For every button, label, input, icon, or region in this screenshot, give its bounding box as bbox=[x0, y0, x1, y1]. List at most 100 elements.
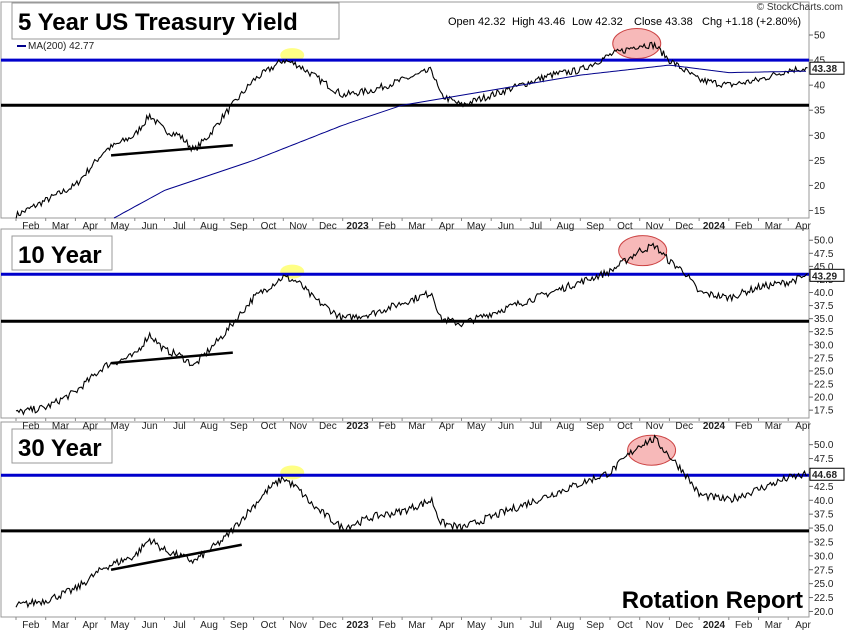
y-tick-label: 45.0 bbox=[814, 262, 834, 273]
x-tick-label: Jul bbox=[529, 620, 542, 631]
x-tick-label: May bbox=[467, 620, 486, 631]
y-tick-label: 30.0 bbox=[814, 551, 834, 562]
x-tick-label: Mar bbox=[408, 620, 426, 631]
x-tick-label: Oct bbox=[261, 221, 277, 232]
y-tick-label: 40 bbox=[814, 81, 826, 92]
x-tick-label: Feb bbox=[379, 620, 397, 631]
y-tick-label: 45 bbox=[814, 56, 826, 67]
x-tick-label: Jun bbox=[142, 620, 158, 631]
panel-frame bbox=[0, 228, 810, 419]
highlight-ellipse-yellow bbox=[280, 465, 305, 480]
y-tick-label: 25 bbox=[814, 156, 826, 167]
y-tick-label: 42.5 bbox=[814, 482, 834, 493]
ma-legend-label: MA(200) 42.77 bbox=[28, 41, 95, 52]
y-tick-label: 17.5 bbox=[814, 406, 834, 417]
x-tick-label: Apr bbox=[82, 620, 98, 631]
price-series-line bbox=[15, 242, 808, 416]
x-tick-label: 2024 bbox=[703, 421, 726, 432]
last-value-label: 43.38 bbox=[812, 64, 837, 75]
y-tick-label: 20.0 bbox=[814, 393, 834, 404]
x-tick-label: Jun bbox=[498, 221, 514, 232]
highlight-ellipse-yellow bbox=[280, 48, 305, 63]
x-tick-label: Feb bbox=[735, 221, 753, 232]
y-tick-label: 37.5 bbox=[814, 510, 834, 521]
x-tick-label: Mar bbox=[52, 221, 70, 232]
trendline bbox=[110, 543, 242, 571]
x-tick-label: Apr bbox=[795, 421, 811, 432]
x-tick-label: 2023 bbox=[346, 221, 369, 232]
y-tick-label: 30 bbox=[814, 131, 826, 142]
x-tick-label: Aug bbox=[557, 221, 575, 232]
x-tick-label: Dec bbox=[319, 221, 337, 232]
x-tick-label: Oct bbox=[617, 620, 633, 631]
x-tick-label: Sep bbox=[586, 421, 604, 432]
highlight-ellipse-yellow bbox=[280, 264, 305, 279]
price-header: Open 42.32 High 43.46 Low 42.32 Close 43… bbox=[448, 16, 801, 28]
y-tick-label: 32.5 bbox=[814, 537, 834, 548]
x-tick-label: Aug bbox=[200, 221, 218, 232]
x-tick-label: Mar bbox=[52, 421, 70, 432]
x-tick-label: Feb bbox=[22, 421, 40, 432]
x-tick-label: May bbox=[467, 421, 486, 432]
x-axis: Feb Mar Apr May Jun Jul Aug Sep Oct Nov Dec 2023 Feb… bbox=[15, 218, 812, 631]
x-tick-label: Sep bbox=[586, 620, 604, 631]
x-tick-label: Sep bbox=[230, 620, 248, 631]
x-tick-label: Aug bbox=[200, 620, 218, 631]
header-open: Open 42.32 bbox=[448, 16, 506, 28]
x-tick-label: Mar bbox=[408, 421, 426, 432]
highlight-ellipse-red bbox=[612, 28, 662, 60]
x-tick-label: 2024 bbox=[703, 620, 726, 631]
panel-title: 30 Year bbox=[18, 435, 102, 462]
y-tick-label: 47.5 bbox=[814, 249, 834, 260]
x-tick-label: Jun bbox=[498, 620, 514, 631]
panel-title: 10 Year bbox=[18, 242, 102, 269]
x-tick-label: May bbox=[110, 620, 129, 631]
header-low: Low 42.32 bbox=[572, 16, 623, 28]
x-tick-label: Feb bbox=[379, 221, 397, 232]
trendline bbox=[110, 351, 233, 365]
x-tick-label: May bbox=[110, 421, 129, 432]
x-tick-label: Apr bbox=[795, 221, 811, 232]
chart-panel-2: 17.5 20.0 22.5 25.0 27.5 30.0 32.5 35.0 37.5 40.0… bbox=[0, 228, 845, 419]
x-tick-label: Feb bbox=[22, 620, 40, 631]
x-tick-label: Oct bbox=[617, 221, 633, 232]
x-tick-label: Apr bbox=[795, 620, 811, 631]
x-tick-label: 2024 bbox=[703, 221, 726, 232]
x-tick-label: Jun bbox=[142, 421, 158, 432]
x-tick-label: Apr bbox=[439, 421, 455, 432]
x-tick-label: Apr bbox=[82, 421, 98, 432]
x-tick-label: Dec bbox=[675, 620, 693, 631]
x-tick-label: Jul bbox=[529, 221, 542, 232]
x-tick-label: Dec bbox=[319, 421, 337, 432]
x-tick-label: Jul bbox=[173, 221, 186, 232]
y-tick-label: 37.5 bbox=[814, 301, 834, 312]
header-close: Close 43.38 bbox=[634, 16, 693, 28]
x-tick-label: Jun bbox=[142, 221, 158, 232]
panel-title-box bbox=[11, 2, 340, 40]
x-tick-label: Oct bbox=[261, 421, 277, 432]
y-tick-label: 50 bbox=[814, 31, 826, 42]
y-tick-label: 50.0 bbox=[814, 236, 834, 247]
panel-title: 5 Year US Treasury Yield bbox=[18, 9, 298, 36]
y-tick-label: 40.0 bbox=[814, 496, 834, 507]
last-value-box bbox=[809, 268, 845, 282]
x-tick-label: Mar bbox=[765, 421, 783, 432]
y-tick-label: 47.5 bbox=[814, 454, 834, 465]
header-change: Chg +1.18 (+2.80%) bbox=[702, 16, 801, 28]
x-tick-label: Nov bbox=[289, 421, 307, 432]
header-high: High 43.46 bbox=[512, 16, 565, 28]
ma200-line bbox=[113, 64, 806, 219]
x-tick-label: Nov bbox=[646, 221, 664, 232]
y-tick-label: 22.5 bbox=[814, 593, 834, 604]
x-tick-label: Sep bbox=[586, 221, 604, 232]
y-tick-label: 27.5 bbox=[814, 353, 834, 364]
y-tick-label: 25.0 bbox=[814, 579, 834, 590]
y-tick-label: 27.5 bbox=[814, 565, 834, 576]
last-value-box bbox=[809, 61, 845, 75]
x-tick-label: Oct bbox=[617, 421, 633, 432]
x-tick-label: Sep bbox=[230, 421, 248, 432]
x-tick-label: Aug bbox=[200, 421, 218, 432]
x-tick-label: Feb bbox=[735, 620, 753, 631]
x-tick-label: Jun bbox=[498, 421, 514, 432]
